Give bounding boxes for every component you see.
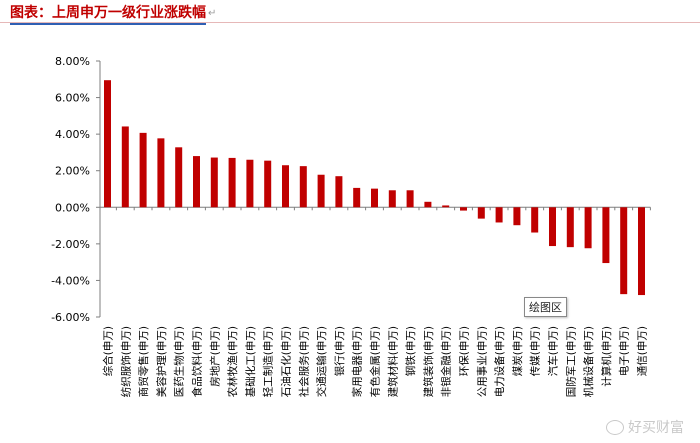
watermark: 好买财富 bbox=[606, 417, 684, 437]
bar bbox=[335, 176, 343, 208]
bar bbox=[495, 207, 503, 223]
category-label: 医药生物(申万) bbox=[173, 326, 186, 397]
category-label: 农林牧渔(申万) bbox=[226, 326, 239, 397]
y-tick-label: -6.00% bbox=[51, 311, 90, 324]
y-tick-label: 6.00% bbox=[55, 92, 90, 105]
category-label: 钢铁(申万) bbox=[404, 326, 417, 376]
bar bbox=[406, 190, 414, 208]
bar bbox=[388, 190, 396, 208]
bar bbox=[424, 201, 432, 208]
bar bbox=[531, 207, 539, 233]
category-label: 银行(申万) bbox=[333, 326, 346, 376]
y-tick-label: 4.00% bbox=[55, 128, 90, 141]
category-label: 综合(申万) bbox=[102, 326, 115, 376]
category-label: 纺织服饰(申万) bbox=[119, 326, 132, 397]
title-divider bbox=[0, 22, 700, 23]
bar bbox=[638, 207, 645, 296]
bar bbox=[157, 138, 165, 208]
category-label: 食品饮料(申万) bbox=[191, 326, 204, 397]
paragraph-return-icon: ↵ bbox=[208, 7, 217, 19]
plot-area-tooltip: 绘图区 bbox=[524, 297, 567, 317]
category-label: 机械设备(申万) bbox=[582, 326, 595, 397]
category-label: 商贸零售(申万) bbox=[137, 326, 150, 397]
category-label: 家用电器(申万) bbox=[351, 326, 364, 397]
bar bbox=[602, 207, 610, 264]
bar bbox=[193, 156, 200, 208]
category-label: 环保(申万) bbox=[458, 326, 471, 376]
bar bbox=[121, 126, 129, 208]
y-tick-label: 8.00% bbox=[55, 55, 90, 68]
chat-bubble-icon bbox=[606, 419, 624, 435]
category-label: 建筑材料(申万) bbox=[386, 326, 399, 397]
bar bbox=[282, 165, 289, 208]
bar bbox=[460, 207, 467, 211]
category-label: 电力设备(申万) bbox=[493, 326, 506, 397]
category-label: 石油石化(申万) bbox=[280, 326, 293, 397]
bar bbox=[549, 207, 556, 247]
category-label: 建筑装饰(申万) bbox=[422, 326, 435, 397]
watermark-text: 好买财富 bbox=[628, 420, 684, 436]
bar bbox=[620, 207, 628, 295]
category-label: 通信(申万) bbox=[636, 326, 649, 376]
bar bbox=[210, 157, 218, 208]
y-tick-label: 0.00% bbox=[55, 201, 90, 214]
category-label: 房地产(申万) bbox=[208, 326, 221, 387]
y-tick-label: -4.00% bbox=[51, 274, 90, 287]
title-bar: 图表：上周申万一级行业涨跌幅 ↵ bbox=[10, 2, 217, 25]
category-label: 有色金属(申万) bbox=[369, 326, 382, 397]
category-label: 电子(申万) bbox=[618, 326, 631, 376]
category-label: 基础化工(申万) bbox=[244, 326, 257, 397]
chart-title: 图表：上周申万一级行业涨跌幅 bbox=[10, 2, 206, 25]
category-label: 计算机(申万) bbox=[600, 326, 613, 387]
bar bbox=[139, 132, 147, 208]
bar bbox=[584, 207, 592, 249]
bar bbox=[371, 188, 378, 208]
bar bbox=[317, 174, 325, 208]
y-tick-label: -2.00% bbox=[51, 238, 90, 251]
bar bbox=[299, 166, 307, 208]
bar bbox=[477, 207, 485, 219]
category-label: 美容护理(申万) bbox=[155, 326, 168, 397]
category-label: 传媒(申万) bbox=[529, 326, 542, 376]
bar bbox=[246, 159, 254, 208]
category-label: 社会服务(申万) bbox=[297, 326, 310, 397]
bar bbox=[513, 207, 521, 226]
category-label: 轻工制造(申万) bbox=[262, 326, 275, 397]
category-label: 国防军工(申万) bbox=[564, 326, 577, 397]
bar bbox=[566, 207, 574, 248]
category-label: 非银金融(申万) bbox=[440, 326, 453, 397]
y-tick-label: 2.00% bbox=[55, 165, 90, 178]
category-label: 交通运输(申万) bbox=[315, 326, 328, 397]
bar bbox=[228, 157, 236, 208]
category-label: 公用事业(申万) bbox=[475, 326, 488, 397]
category-label: 煤炭(申万) bbox=[511, 326, 524, 376]
bar bbox=[353, 187, 361, 208]
bar bbox=[264, 160, 272, 208]
bar bbox=[442, 205, 450, 208]
bar bbox=[175, 147, 183, 208]
bar bbox=[104, 80, 111, 208]
category-label: 汽车(申万) bbox=[547, 326, 560, 376]
